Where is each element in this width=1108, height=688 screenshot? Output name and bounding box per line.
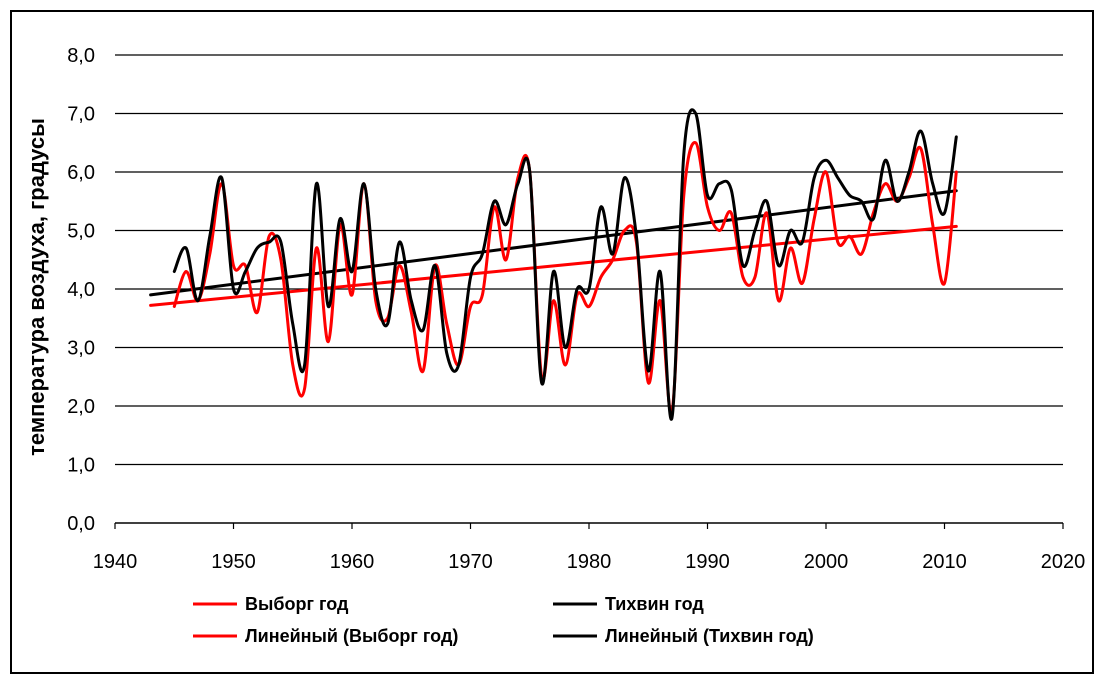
x-tick-label: 1940 xyxy=(93,551,138,573)
series-line-0 xyxy=(172,141,958,416)
y-tick-label: 5,0 xyxy=(67,221,95,243)
y-tick-label: 7,0 xyxy=(67,104,95,126)
y-tick-label: 6,0 xyxy=(67,162,95,184)
legend-label-3: Линейный (Тихвин год) xyxy=(605,626,814,646)
legend-label-2: Линейный (Выборг год) xyxy=(245,626,458,646)
series-lines xyxy=(149,108,958,421)
trend-line-3 xyxy=(149,189,958,297)
y-tick-label: 2,0 xyxy=(67,396,95,418)
axes xyxy=(114,522,1064,529)
chart-frame xyxy=(10,10,1094,674)
series-line-1 xyxy=(172,108,958,421)
y-tick-label: 0,0 xyxy=(67,513,95,535)
x-tick-label: 1950 xyxy=(211,551,256,573)
y-axis-label: температура воздуха, градусы xyxy=(24,118,49,456)
x-tick-label: 2020 xyxy=(1041,551,1086,573)
y-tick-label: 8,0 xyxy=(67,45,95,67)
x-tick-label: 1970 xyxy=(448,551,493,573)
y-tick-label: 1,0 xyxy=(67,455,95,477)
legend-label-1: Тихвин год xyxy=(605,594,704,614)
x-tick-label: 2010 xyxy=(922,551,967,573)
y-tick-label: 4,0 xyxy=(67,279,95,301)
x-tick-label: 1960 xyxy=(330,551,375,573)
x-tick-label: 1990 xyxy=(685,551,730,573)
y-tick-label: 3,0 xyxy=(67,338,95,360)
y-tick-labels: 0,0 1,0 2,0 3,0 4,0 5,0 6,0 7,0 8,0 xyxy=(67,45,95,535)
x-tick-label: 1980 xyxy=(567,551,612,573)
x-tick-label: 2000 xyxy=(804,551,849,573)
legend-label-0: Выборг год xyxy=(245,594,349,614)
legend: Выборг год Тихвин год Линейный (Выборг год… xyxy=(193,594,814,646)
gridlines xyxy=(115,54,1063,466)
x-tick-labels: 1940 1950 1960 1970 1980 1990 2000 2010 2020 xyxy=(93,551,1086,573)
